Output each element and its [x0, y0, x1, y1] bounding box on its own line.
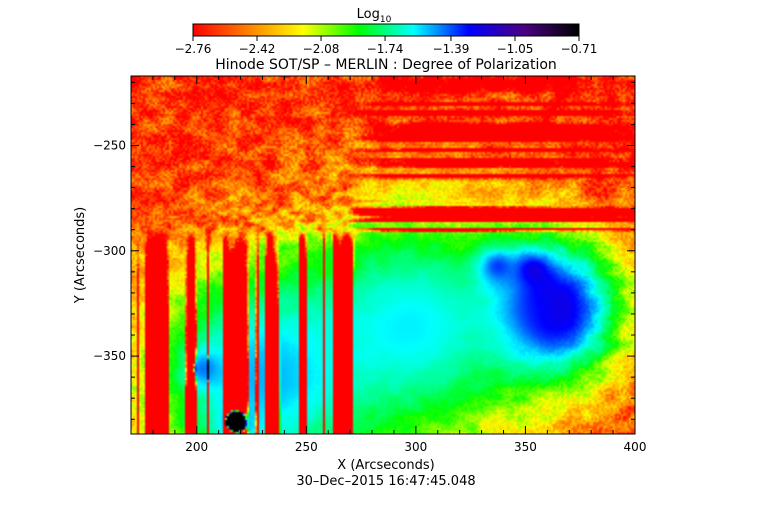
colorbar-tick-label: −0.71 [561, 42, 598, 56]
x-tick-label: 350 [514, 440, 537, 454]
colorbar-gradient [192, 23, 580, 37]
y-tick-label: −350 [93, 349, 126, 363]
x-tick-label: 300 [404, 440, 427, 454]
colorbar-label-sub: 10 [380, 15, 392, 25]
x-axis: 200 250 300 350 400 [130, 76, 647, 454]
polarization-heatmap [131, 76, 635, 434]
colorbar-tick-label: −1.39 [433, 42, 470, 56]
colorbar: Log10 −2.76 −2.42 −2.08 −1.74 −1.39 −1.05 −0.7… [175, 7, 598, 56]
x-tick-label: 250 [295, 440, 318, 454]
colorbar-tick-label: −1.05 [497, 42, 534, 56]
colorbar-tick-label: −2.76 [175, 42, 212, 56]
colorbar-ticks: −2.76 −2.42 −2.08 −1.74 −1.39 −1.05 −0.71 [175, 36, 598, 56]
y-tick-label: −250 [93, 138, 126, 152]
colorbar-tick-label: −1.74 [367, 42, 404, 56]
colorbar-tick-label: −2.42 [239, 42, 276, 56]
y-axis: −250 −300 −350 [93, 81, 635, 420]
colorbar-label: Log10 [357, 7, 392, 25]
chart-title: Hinode SOT/SP – MERLIN : Degree of Polar… [215, 57, 557, 73]
y-tick-label: −300 [93, 244, 126, 258]
y-axis-label: Y (Arcseconds) [73, 207, 88, 304]
colorbar-label-base: Log [357, 7, 380, 22]
x-tick-label: 400 [624, 440, 647, 454]
x-tick-label: 200 [185, 440, 208, 454]
plot-area: 200 250 300 350 400 −250 −300 −350 [93, 75, 647, 454]
colorbar-tick-label: −2.08 [303, 42, 340, 56]
timestamp: 30–Dec–2015 16:47:45.048 [296, 474, 475, 489]
x-axis-label: X (Arcseconds) [337, 458, 434, 473]
plot-frame [130, 75, 636, 435]
